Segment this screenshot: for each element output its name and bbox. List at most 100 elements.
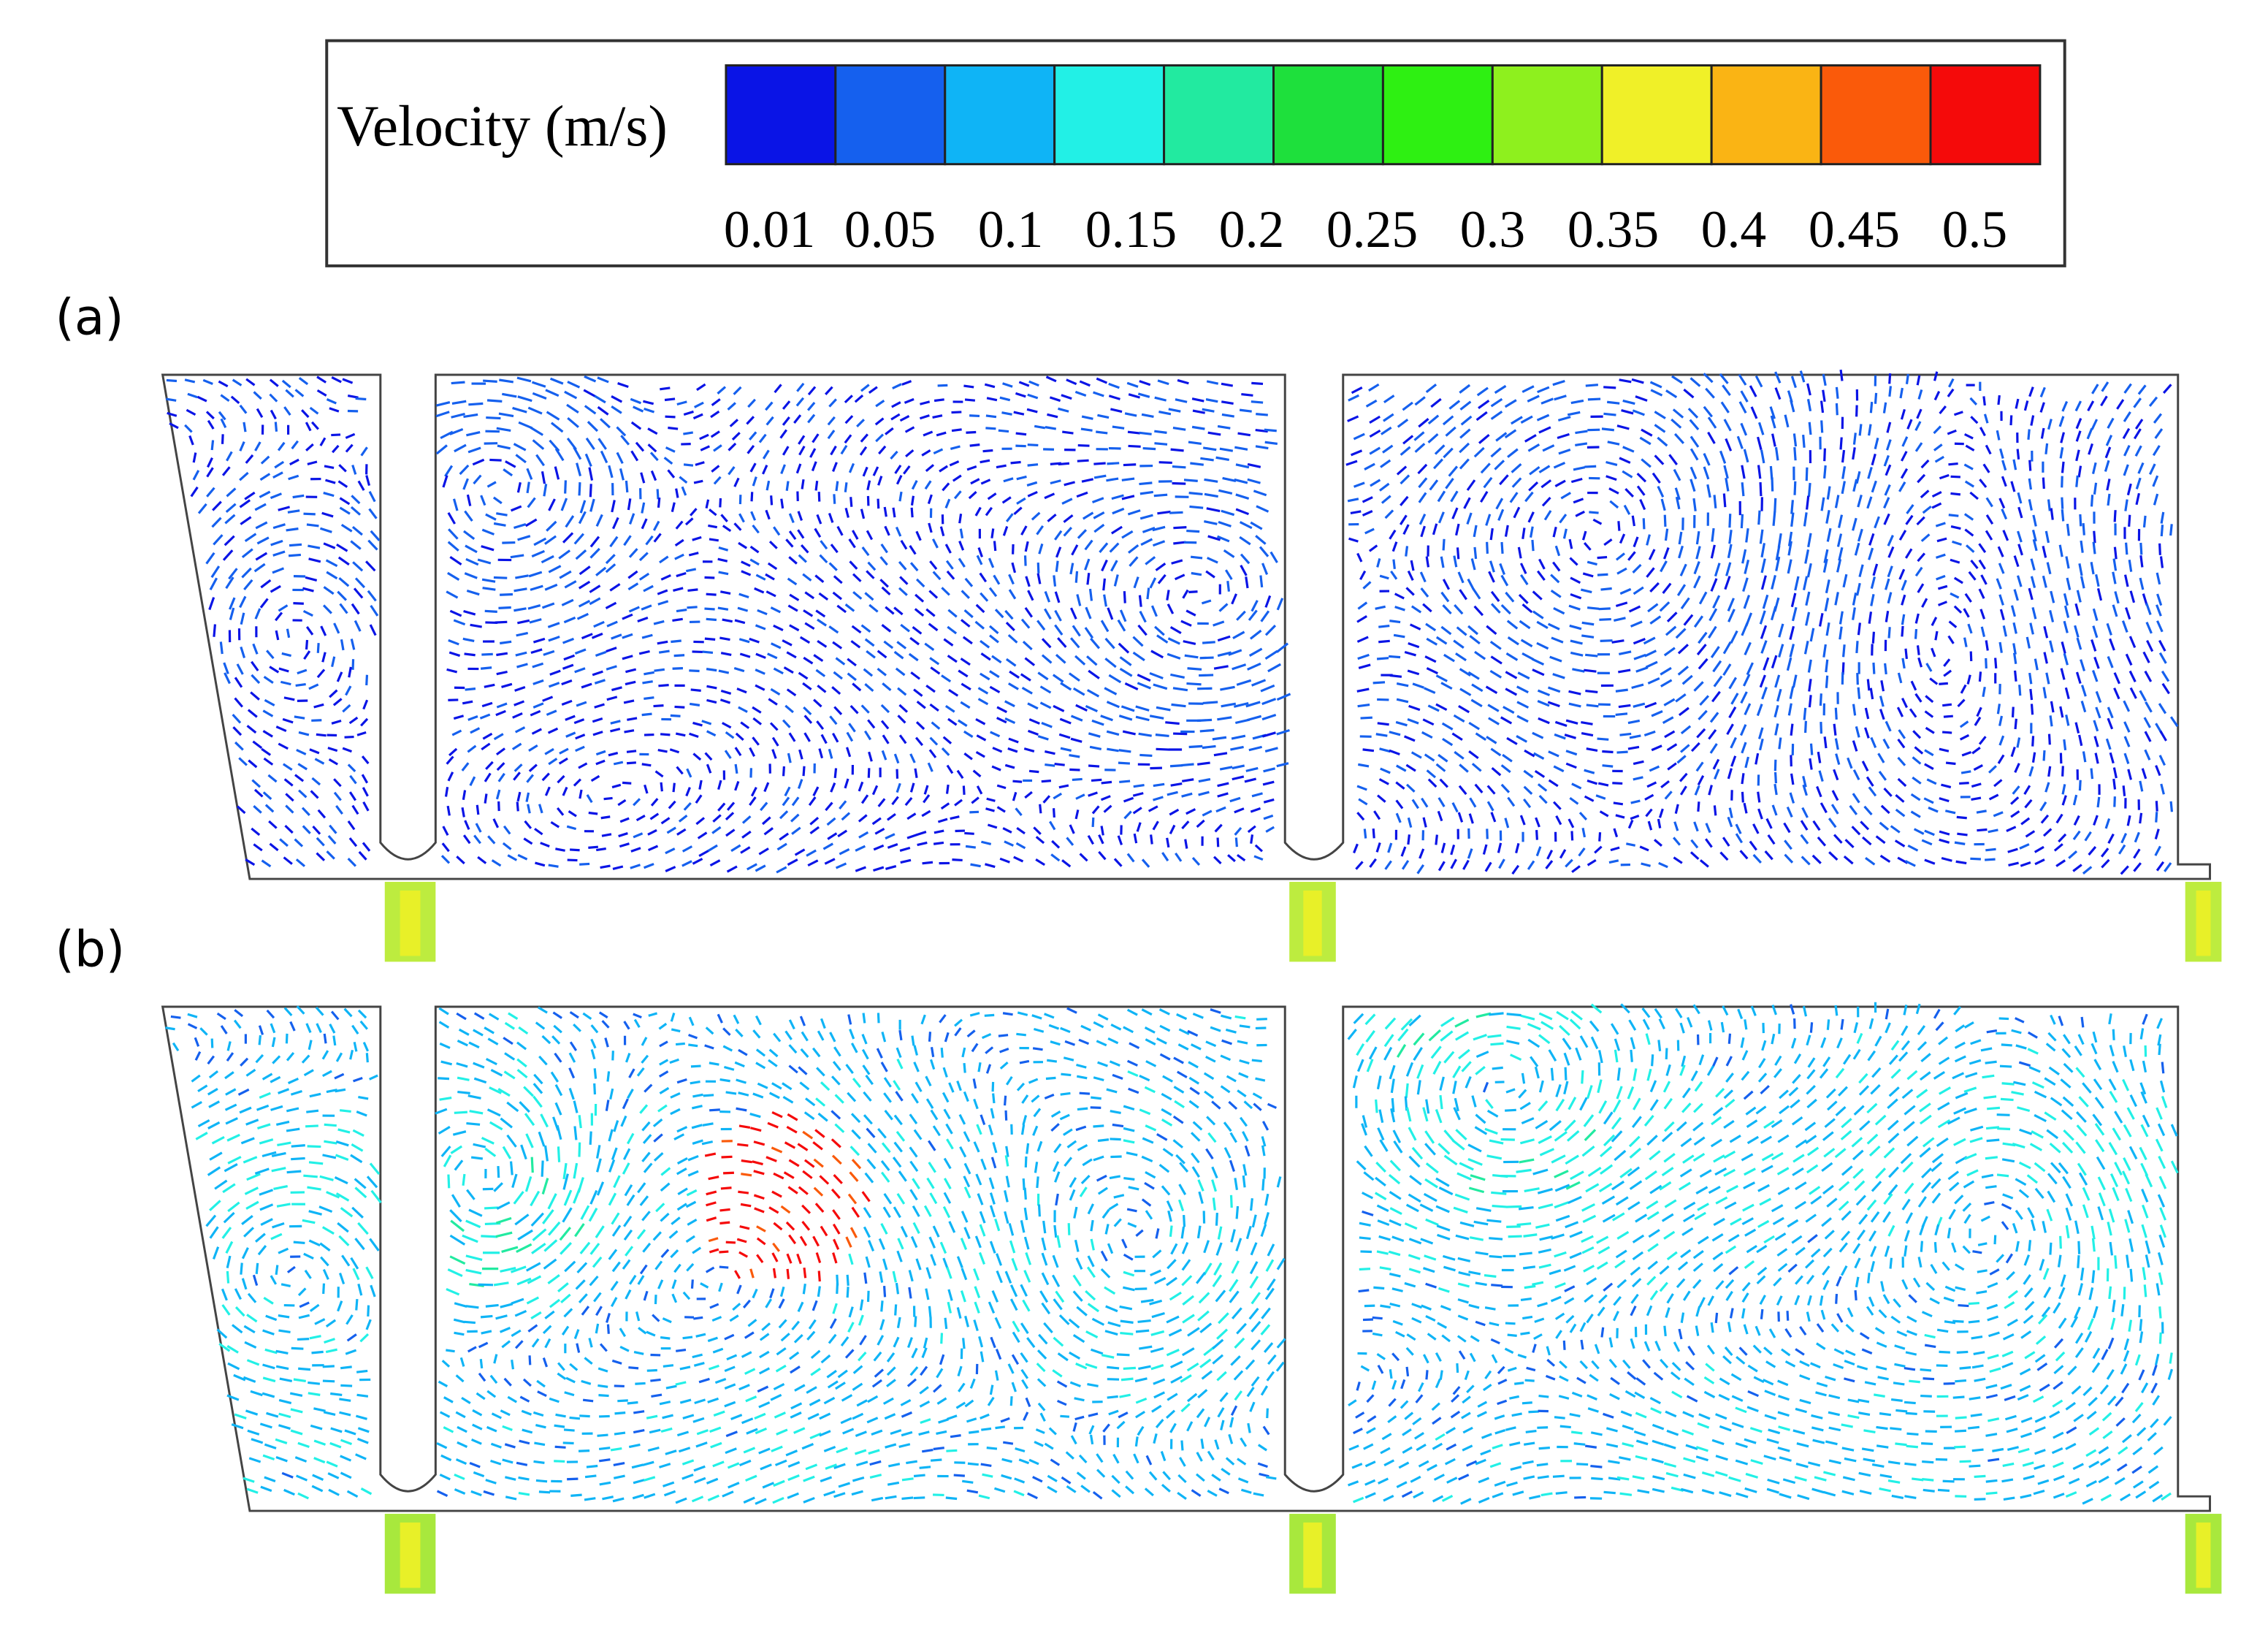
- velocity-vector: [1557, 416, 1571, 422]
- velocity-vector: [1396, 698, 1409, 704]
- velocity-vector: [1475, 1207, 1492, 1212]
- velocity-vector: [1100, 826, 1104, 836]
- velocity-vector: [447, 541, 459, 552]
- velocity-vector: [753, 1140, 765, 1146]
- velocity-vector: [1202, 744, 1216, 750]
- velocity-vector: [1644, 701, 1657, 709]
- velocity-vector: [943, 1108, 951, 1120]
- velocity-vector: [2113, 672, 2120, 685]
- velocity-vector: [1004, 717, 1016, 724]
- velocity-vector: [1472, 588, 1481, 600]
- velocity-vector: [269, 393, 278, 403]
- velocity-vector: [1792, 1073, 1801, 1084]
- velocity-vector: [1901, 1089, 1914, 1100]
- velocity-vector: [1430, 397, 1442, 408]
- velocity-vector: [470, 623, 482, 628]
- velocity-vector: [1632, 409, 1645, 416]
- velocity-vector: [1069, 563, 1074, 575]
- velocity-vector: [1049, 396, 1061, 403]
- velocity-vector: [2129, 687, 2137, 699]
- velocity-vector: [1722, 384, 1731, 396]
- velocity-vector: [971, 1043, 979, 1053]
- velocity-vector: [501, 682, 513, 688]
- velocity-vector: [1579, 1035, 1589, 1048]
- velocity-vector: [998, 429, 1009, 433]
- velocity-vector: [1369, 446, 1381, 455]
- velocity-vector: [1817, 751, 1822, 763]
- velocity-vector: [1610, 1023, 1619, 1035]
- velocity-vector: [879, 579, 889, 588]
- velocity-vector: [765, 590, 776, 598]
- velocity-vector: [1554, 1170, 1569, 1178]
- velocity-vector: [1174, 574, 1185, 581]
- velocity-vector: [2011, 1091, 2024, 1096]
- colorbar-cell: [1491, 64, 1603, 166]
- velocity-vector: [738, 1190, 749, 1195]
- velocity-vector: [2128, 670, 2137, 682]
- velocity-vector: [1239, 521, 1253, 530]
- velocity-vector: [1950, 592, 1960, 599]
- velocity-vector: [515, 574, 529, 579]
- velocity-vector: [1389, 1191, 1402, 1200]
- velocity-vector: [1907, 844, 1919, 852]
- velocity-vector: [1570, 399, 1584, 405]
- velocity-vector: [641, 1151, 651, 1162]
- velocity-vector: [2107, 655, 2114, 668]
- velocity-vector: [942, 482, 950, 492]
- velocity-vector: [1071, 544, 1079, 556]
- velocity-vector: [1155, 563, 1167, 571]
- velocity-vector: [438, 1077, 450, 1081]
- velocity-vector: [875, 400, 885, 408]
- velocity-vector: [226, 1052, 234, 1062]
- velocity-vector: [1826, 1197, 1838, 1208]
- velocity-vector: [829, 715, 838, 725]
- velocity-vector: [1727, 609, 1736, 622]
- velocity-vector: [1714, 769, 1720, 780]
- velocity-vector: [950, 815, 960, 820]
- velocity-vector: [637, 1182, 646, 1194]
- velocity-vector: [723, 1065, 735, 1071]
- velocity-vector: [692, 858, 703, 865]
- velocity-vector: [1069, 768, 1080, 771]
- velocity-vector: [1490, 812, 1497, 823]
- velocity-vector: [1680, 597, 1690, 609]
- velocity-vector: [884, 1109, 893, 1121]
- velocity-vector: [685, 568, 697, 573]
- velocity-vector: [2140, 1162, 2149, 1177]
- velocity-vector: [573, 533, 584, 545]
- velocity-vector: [593, 620, 605, 628]
- velocity-vector: [1773, 704, 1779, 718]
- velocity-vector: [2169, 716, 2179, 728]
- velocity-vector: [530, 648, 543, 655]
- velocity-vector: [674, 705, 685, 709]
- velocity-vector: [194, 1037, 200, 1047]
- velocity-vector: [1722, 1005, 1729, 1016]
- velocity-vector: [468, 402, 484, 406]
- velocity-vector: [510, 505, 522, 512]
- velocity-vector: [566, 825, 577, 831]
- velocity-vector: [2128, 1146, 2138, 1160]
- velocity-vector: [1486, 1154, 1503, 1160]
- velocity-vector: [828, 625, 839, 634]
- velocity-vector: [1985, 1060, 1997, 1064]
- velocity-vector: [2161, 1062, 2165, 1074]
- velocity-vector: [768, 1048, 779, 1058]
- velocity-vector: [1646, 534, 1651, 546]
- velocity-vector: [294, 389, 305, 397]
- velocity-vector: [1191, 856, 1201, 866]
- velocity-vector: [1471, 763, 1482, 772]
- velocity-vector: [1475, 411, 1488, 422]
- velocity-vector: [278, 742, 289, 750]
- velocity-vector: [497, 1165, 500, 1178]
- velocity-vector: [1377, 698, 1389, 701]
- velocity-vector: [273, 1185, 289, 1191]
- velocity-vector: [230, 395, 240, 405]
- velocity-vector: [1032, 1047, 1043, 1051]
- velocity-vector: [335, 804, 343, 815]
- velocity-vector: [1993, 779, 2003, 788]
- velocity-vector: [947, 655, 958, 663]
- velocity-vector: [1500, 716, 1513, 725]
- velocity-vector: [1757, 727, 1764, 739]
- velocity-vector: [2040, 427, 2045, 439]
- velocity-vector: [465, 687, 476, 691]
